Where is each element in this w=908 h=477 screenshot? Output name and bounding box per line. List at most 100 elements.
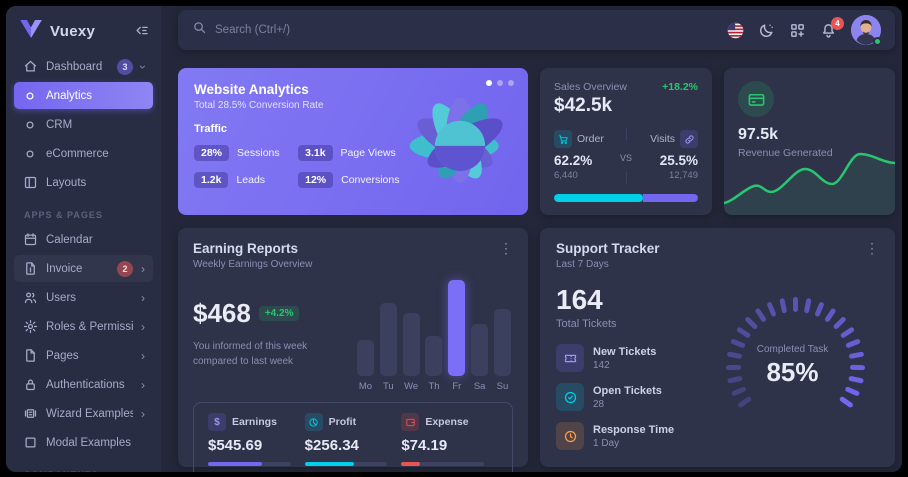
apps-grid-icon[interactable] bbox=[789, 22, 806, 39]
layout-icon bbox=[22, 175, 38, 191]
chevron-right-icon: › bbox=[141, 290, 145, 305]
order-progress-segment bbox=[554, 194, 644, 202]
navbar-actions: 4 bbox=[727, 15, 882, 46]
bar-we: We bbox=[402, 280, 420, 392]
search-input[interactable] bbox=[215, 24, 515, 36]
circle-icon bbox=[22, 88, 38, 104]
card-subtitle: Weekly Earnings Overview bbox=[193, 259, 313, 270]
visits-progress-segment bbox=[643, 194, 698, 202]
brand-name: Vuexy bbox=[50, 23, 96, 40]
card-title: Website Analytics bbox=[194, 82, 309, 97]
language-flag-icon[interactable] bbox=[727, 22, 744, 39]
dollar-icon: $ bbox=[208, 413, 226, 431]
sales-change-badge: +18.2% bbox=[662, 81, 698, 93]
chevron-right-icon: › bbox=[141, 377, 145, 392]
brand[interactable]: Vuexy bbox=[6, 14, 161, 53]
chevron-right-icon: › bbox=[141, 319, 145, 334]
order-visits-progress-bar bbox=[554, 194, 698, 202]
search-bar[interactable] bbox=[192, 20, 727, 40]
sidebar-item-pages[interactable]: Pages › bbox=[14, 342, 153, 369]
invoice-icon bbox=[22, 261, 38, 277]
revenue-value: 97.5k bbox=[738, 126, 779, 143]
online-status-dot bbox=[873, 37, 882, 46]
gear-icon bbox=[22, 319, 38, 335]
sidebar-item-layouts[interactable]: Layouts bbox=[14, 169, 153, 196]
bar-sa: Sa bbox=[471, 280, 489, 392]
dashboard-badge: 3 bbox=[117, 58, 133, 75]
weekly-bar-chart: Mo Tu We Th bbox=[343, 274, 513, 392]
carousel-dot[interactable] bbox=[508, 80, 514, 86]
sidebar-collapse-icon[interactable] bbox=[134, 23, 149, 41]
sidebar-item-dashboard[interactable]: Dashboard 3 › bbox=[14, 53, 153, 80]
new-tickets-item: New Tickets 142 bbox=[556, 344, 706, 372]
kebab-menu-icon[interactable]: ⋮ bbox=[499, 240, 513, 256]
kebab-menu-icon[interactable]: ⋮ bbox=[865, 240, 879, 256]
order-percent: 62.2% bbox=[554, 153, 593, 168]
carousel-dot[interactable] bbox=[497, 80, 503, 86]
bar-tu: Tu bbox=[379, 280, 397, 392]
sphere-illustration bbox=[402, 86, 518, 207]
wallet-icon bbox=[401, 413, 420, 431]
support-tracker-card: Support Tracker Last 7 Days ⋮ 164 Total … bbox=[540, 228, 895, 467]
sidebar-item-calendar[interactable]: Calendar bbox=[14, 226, 153, 253]
vuexy-logo-icon bbox=[20, 20, 42, 43]
sidebar-item-roles-permissions[interactable]: Roles & Permissions › bbox=[14, 313, 153, 340]
bar-mo: Mo bbox=[357, 280, 374, 392]
profit-stat: Profit $256.34 bbox=[304, 413, 402, 466]
earnings-change-badge: +4.2% bbox=[258, 305, 300, 321]
sidebar-item-ecommerce[interactable]: eCommerce bbox=[14, 140, 153, 167]
dark-mode-moon-icon[interactable] bbox=[758, 22, 775, 39]
chevron-right-icon: › bbox=[141, 406, 145, 421]
notifications-bell-icon[interactable]: 4 bbox=[820, 16, 844, 39]
card-title: Support Tracker bbox=[556, 241, 660, 256]
home-icon bbox=[22, 59, 38, 75]
check-circle-icon bbox=[556, 383, 584, 411]
clock-icon bbox=[556, 422, 584, 450]
weekly-earnings-amount: $468 bbox=[193, 297, 251, 328]
bar-su: Su bbox=[493, 280, 511, 392]
stat-sessions: 28% Sessions bbox=[194, 145, 294, 161]
users-icon bbox=[22, 290, 38, 306]
section-apps-pages: APPS & PAGES bbox=[24, 210, 103, 220]
carousel-dots[interactable] bbox=[486, 80, 514, 86]
traffic-heading: Traffic bbox=[194, 123, 228, 135]
earning-reports-card: Earning Reports Weekly Earnings Overview… bbox=[178, 228, 528, 472]
order-column: Order 62.2% 6,440 bbox=[554, 130, 626, 186]
app-window: Vuexy Dashboard 3 › Analytics bbox=[6, 6, 902, 472]
user-avatar[interactable] bbox=[851, 15, 882, 46]
card-title: Sales Overview bbox=[554, 81, 627, 93]
ticket-icon bbox=[556, 344, 584, 372]
response-time-item: Response Time 1 Day bbox=[556, 422, 706, 450]
sidebar-item-users[interactable]: Users › bbox=[14, 284, 153, 311]
sidebar-item-modal-examples[interactable]: Modal Examples bbox=[14, 429, 153, 456]
open-tickets-item: Open Tickets 28 bbox=[556, 383, 706, 411]
sidebar-item-authentications[interactable]: Authentications › bbox=[14, 371, 153, 398]
carousel-dot-active[interactable] bbox=[486, 80, 492, 86]
top-navbar: 4 bbox=[178, 10, 895, 50]
sidebar-item-crm[interactable]: CRM bbox=[14, 111, 153, 138]
chevron-right-icon: › bbox=[141, 348, 145, 363]
card-subtitle: Last 7 Days bbox=[556, 259, 609, 270]
sales-overview-card: Sales Overview +18.2% $42.5k Order 62.2%… bbox=[540, 68, 712, 215]
link-icon bbox=[680, 130, 698, 148]
sidebar-item-wizard-examples[interactable]: Wizard Examples › bbox=[14, 400, 153, 427]
earnings-summary-box: $ Earnings $545.69 Profit $ bbox=[193, 402, 513, 472]
sidebar: Vuexy Dashboard 3 › Analytics bbox=[6, 6, 161, 472]
bar-fr-highlighted: Fr bbox=[448, 280, 466, 392]
card-subtitle: Total 28.5% Conversion Rate bbox=[194, 100, 324, 111]
sidebar-nav: Dashboard 3 › Analytics CRM bbox=[6, 53, 161, 472]
cart-icon bbox=[554, 130, 572, 148]
earnings-stat: $ Earnings $545.69 bbox=[208, 413, 305, 466]
wizard-icon bbox=[22, 406, 38, 422]
section-components: COMPONENTS bbox=[14, 458, 153, 472]
page-icon bbox=[22, 348, 38, 364]
card-title: Earning Reports bbox=[193, 241, 299, 256]
invoice-badge: 2 bbox=[117, 260, 133, 277]
sidebar-item-analytics[interactable]: Analytics bbox=[14, 82, 153, 109]
order-count: 6,440 bbox=[554, 170, 578, 181]
sidebar-item-invoice[interactable]: Invoice 2 › bbox=[14, 255, 153, 282]
visits-column: Visits 25.5% 12,749 bbox=[626, 130, 698, 186]
visits-percent: 25.5% bbox=[659, 153, 698, 168]
gauge-value: 85% bbox=[766, 357, 819, 387]
visits-count: 12,749 bbox=[668, 170, 698, 181]
